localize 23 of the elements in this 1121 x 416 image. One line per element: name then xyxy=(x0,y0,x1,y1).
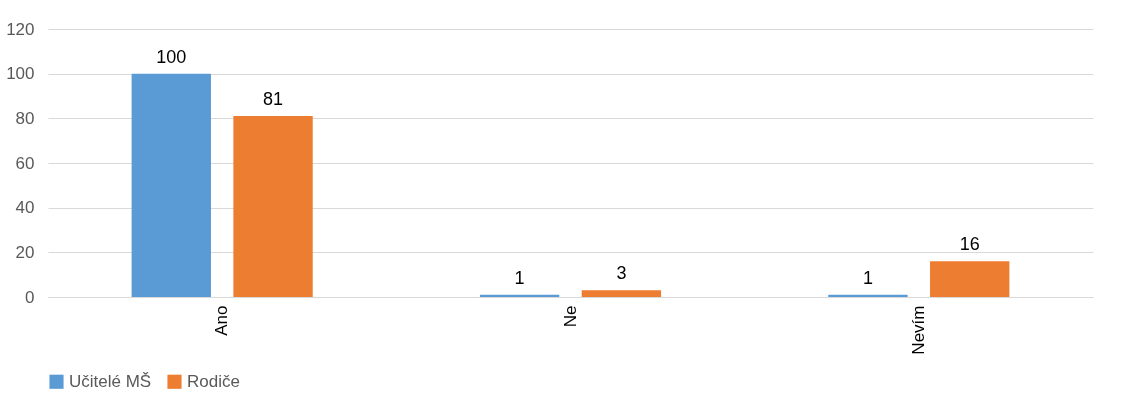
y-tick-label: 80 xyxy=(15,108,35,128)
bar xyxy=(828,294,908,297)
x-tick-label: Ne xyxy=(560,305,580,328)
legend-label: Rodiče xyxy=(187,371,240,391)
x-tick-label: Nevím xyxy=(908,305,928,355)
data-label: 1 xyxy=(514,267,525,288)
y-tick-label: 60 xyxy=(15,153,35,173)
bar xyxy=(930,261,1010,297)
legend-label: Učitelé MŠ xyxy=(69,371,152,391)
y-tick-label: 100 xyxy=(6,64,35,84)
y-tick-label: 40 xyxy=(15,198,35,218)
data-label: 1 xyxy=(862,267,873,288)
y-tick-label: 0 xyxy=(25,287,35,307)
y-tick-label: 20 xyxy=(15,242,35,262)
data-label: 16 xyxy=(959,234,980,255)
bar xyxy=(581,290,662,297)
data-label: 81 xyxy=(263,89,284,110)
bar xyxy=(233,116,313,297)
x-tick-label: Ano xyxy=(212,305,232,336)
data-label: 100 xyxy=(156,46,187,67)
y-tick-label: 120 xyxy=(6,19,35,39)
bar xyxy=(131,73,211,297)
data-label: 3 xyxy=(616,263,627,284)
